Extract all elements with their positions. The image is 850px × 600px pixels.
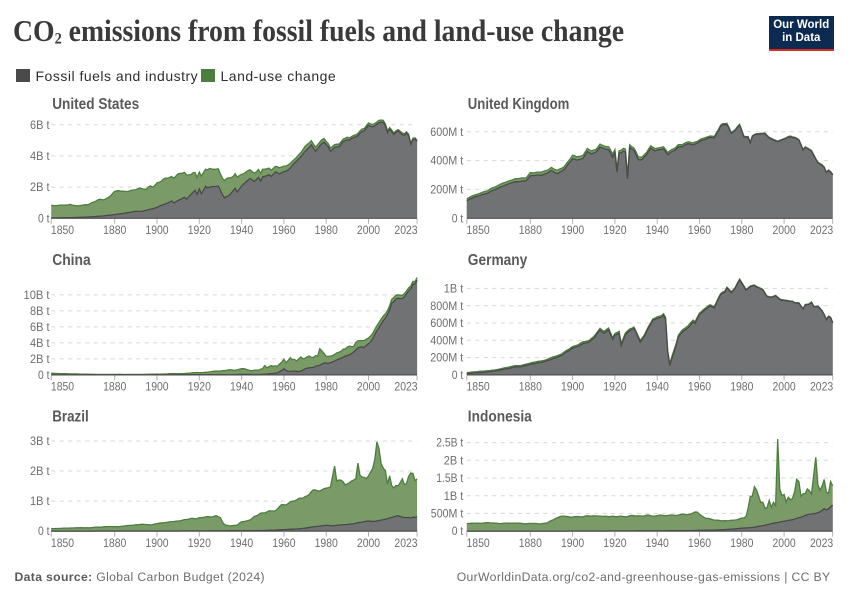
svg-text:2000: 2000 [357, 536, 380, 550]
svg-text:1980: 1980 [315, 223, 338, 237]
svg-text:Indonesia: Indonesia [468, 409, 532, 426]
svg-text:1900: 1900 [145, 223, 168, 237]
svg-text:2000: 2000 [357, 223, 380, 237]
svg-text:2.5B t: 2.5B t [436, 436, 464, 450]
svg-text:2023: 2023 [394, 223, 417, 237]
svg-text:4B t: 4B t [30, 336, 50, 350]
svg-text:4B t: 4B t [30, 149, 50, 163]
svg-text:2023: 2023 [394, 536, 417, 550]
svg-text:600M t: 600M t [430, 125, 464, 139]
svg-text:1880: 1880 [103, 380, 126, 394]
svg-text:1920: 1920 [188, 380, 211, 394]
svg-text:1850: 1850 [51, 380, 74, 394]
svg-text:2000: 2000 [773, 380, 796, 394]
svg-text:6B t: 6B t [30, 320, 50, 334]
svg-text:1940: 1940 [230, 223, 253, 237]
svg-text:200M t: 200M t [430, 183, 464, 197]
svg-text:3B t: 3B t [30, 434, 50, 448]
svg-text:1B t: 1B t [444, 489, 464, 503]
svg-text:Germany: Germany [468, 252, 528, 269]
svg-text:1900: 1900 [561, 536, 584, 550]
svg-text:1960: 1960 [272, 380, 295, 394]
svg-text:1940: 1940 [646, 536, 669, 550]
svg-text:2000: 2000 [773, 223, 796, 237]
svg-text:1900: 1900 [561, 223, 584, 237]
svg-text:1980: 1980 [315, 536, 338, 550]
svg-text:500M t: 500M t [431, 507, 464, 521]
svg-text:1850: 1850 [51, 223, 74, 237]
svg-text:8B t: 8B t [30, 304, 50, 318]
svg-text:2B t: 2B t [30, 352, 50, 366]
svg-text:1980: 1980 [730, 223, 753, 237]
svg-text:2000: 2000 [357, 380, 380, 394]
svg-text:United Kingdom: United Kingdom [468, 96, 570, 113]
svg-text:1900: 1900 [561, 380, 584, 394]
svg-text:6B t: 6B t [30, 118, 50, 132]
svg-text:1980: 1980 [730, 380, 753, 394]
svg-text:2023: 2023 [810, 223, 833, 237]
svg-text:China: China [52, 252, 91, 269]
svg-text:1960: 1960 [272, 536, 295, 550]
svg-text:1880: 1880 [103, 223, 126, 237]
svg-text:0 t: 0 t [452, 211, 464, 225]
svg-text:800M t: 800M t [430, 299, 464, 313]
svg-text:1B t: 1B t [30, 494, 50, 508]
svg-text:1850: 1850 [51, 536, 74, 550]
svg-text:1960: 1960 [688, 536, 711, 550]
svg-text:1960: 1960 [272, 223, 295, 237]
svg-text:United States: United States [52, 96, 139, 113]
svg-text:10B t: 10B t [24, 288, 51, 302]
svg-text:Brazil: Brazil [52, 409, 88, 426]
svg-text:1880: 1880 [103, 536, 126, 550]
svg-text:1B t: 1B t [444, 282, 464, 296]
svg-text:1940: 1940 [646, 380, 669, 394]
svg-text:2B t: 2B t [30, 180, 50, 194]
svg-text:600M t: 600M t [430, 316, 464, 330]
svg-text:0 t: 0 t [452, 368, 464, 382]
svg-text:1880: 1880 [519, 223, 542, 237]
svg-text:400M t: 400M t [430, 333, 464, 347]
svg-text:1920: 1920 [603, 223, 626, 237]
svg-text:2B t: 2B t [30, 464, 50, 478]
svg-text:1880: 1880 [519, 380, 542, 394]
svg-text:2023: 2023 [810, 536, 833, 550]
svg-text:0 t: 0 t [38, 524, 50, 538]
svg-text:2023: 2023 [810, 380, 833, 394]
svg-text:0 t: 0 t [38, 211, 50, 225]
svg-text:1940: 1940 [230, 380, 253, 394]
svg-text:1920: 1920 [603, 380, 626, 394]
svg-text:1900: 1900 [145, 536, 168, 550]
svg-text:0 t: 0 t [38, 368, 50, 382]
svg-text:1850: 1850 [467, 536, 490, 550]
svg-text:2B t: 2B t [444, 453, 464, 467]
svg-text:200M t: 200M t [430, 351, 464, 365]
svg-text:1920: 1920 [188, 536, 211, 550]
svg-text:1980: 1980 [315, 380, 338, 394]
svg-text:2023: 2023 [394, 380, 417, 394]
svg-text:1940: 1940 [230, 536, 253, 550]
svg-text:400M t: 400M t [430, 154, 464, 168]
svg-text:1900: 1900 [145, 380, 168, 394]
svg-text:1920: 1920 [603, 536, 626, 550]
svg-text:1940: 1940 [646, 223, 669, 237]
svg-text:1850: 1850 [467, 223, 490, 237]
svg-text:1850: 1850 [467, 380, 490, 394]
svg-text:1980: 1980 [730, 536, 753, 550]
svg-text:1920: 1920 [188, 223, 211, 237]
svg-text:1880: 1880 [519, 536, 542, 550]
svg-text:2000: 2000 [773, 536, 796, 550]
svg-text:1.5B t: 1.5B t [436, 471, 464, 485]
svg-text:1960: 1960 [688, 380, 711, 394]
svg-text:0 t: 0 t [452, 524, 464, 538]
svg-text:1960: 1960 [688, 223, 711, 237]
